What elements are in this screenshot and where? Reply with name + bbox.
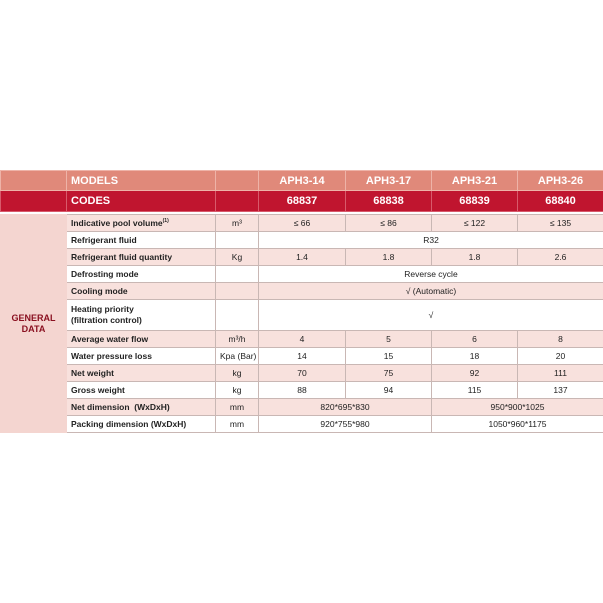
row-name: Refrigerant fluid quantity <box>66 248 216 266</box>
cell: 14 <box>258 347 346 365</box>
cell: 70 <box>258 364 346 382</box>
blank-cell <box>215 190 259 212</box>
cell: ≤ 66 <box>258 214 346 232</box>
cell: 4 <box>258 330 346 348</box>
model: APH3-21 <box>431 170 518 191</box>
row-unit: mm <box>215 415 259 433</box>
code: 68839 <box>431 190 518 212</box>
table-row: GENERAL DATA Indicative pool volume(1) m… <box>0 214 603 433</box>
row-name: Heating priority (filtration control) <box>66 299 216 331</box>
code: 68840 <box>517 190 603 212</box>
cell: 111 <box>517 364 603 382</box>
table-row: Gross weight kg 88 94 115 137 <box>1 381 603 399</box>
models-row: MODELS APH3-14 APH3-17 APH3-21 APH3-26 <box>0 170 603 191</box>
model: APH3-14 <box>258 170 346 191</box>
row-unit <box>215 265 259 283</box>
section-label: GENERAL DATA <box>0 214 67 433</box>
blank-cell <box>215 170 259 191</box>
row-name: Indicative pool volume(1) <box>66 214 216 232</box>
cell: 820*695*830 <box>258 398 432 416</box>
table-row: Refrigerant fluid R32 <box>1 231 603 249</box>
row-name: Packing dimension (WxDxH) <box>66 415 216 433</box>
cell: 950*900*1025 <box>431 398 603 416</box>
table-row: Defrosting mode Reverse cycle <box>1 265 603 283</box>
model: APH3-17 <box>345 170 432 191</box>
cell: 1.4 <box>258 248 346 266</box>
blank-cell <box>0 190 67 212</box>
row-name: Refrigerant fluid <box>66 231 216 249</box>
cell: R32 <box>258 231 603 249</box>
cell: 137 <box>517 381 603 399</box>
table-row: Refrigerant fluid quantity Kg 1.4 1.8 1.… <box>1 248 603 266</box>
row-unit: m³ <box>215 214 259 232</box>
codes-label: CODES <box>66 190 216 212</box>
blank-cell <box>0 170 67 191</box>
table-row: Net weight kg 70 75 92 111 <box>1 364 603 382</box>
table-row: Packing dimension (WxDxH) mm 920*755*980… <box>1 415 603 433</box>
table-row: Average water flow m³/h 4 5 6 8 <box>1 330 603 348</box>
code: 68837 <box>258 190 346 212</box>
row-name: Defrosting mode <box>66 265 216 283</box>
cell: 1050*960*1175 <box>431 415 603 433</box>
row-unit: kg <box>215 381 259 399</box>
cell: 75 <box>345 364 432 382</box>
cell: Reverse cycle <box>258 265 603 283</box>
cell: √ (Automatic) <box>258 282 603 300</box>
table-row: Net dimension (WxDxH) mm 820*695*830 950… <box>1 398 603 416</box>
row-name: Net dimension (WxDxH) <box>66 398 216 416</box>
cell: 94 <box>345 381 432 399</box>
cell: √ <box>258 299 603 331</box>
cell: 5 <box>345 330 432 348</box>
cell: 6 <box>431 330 518 348</box>
cell: 8 <box>517 330 603 348</box>
row-name: Cooling mode <box>66 282 216 300</box>
table-row: Water pressure loss Kpa (Bar) 14 15 18 2… <box>1 347 603 365</box>
row-name: Water pressure loss <box>66 347 216 365</box>
model: APH3-26 <box>517 170 603 191</box>
row-name: Gross weight <box>66 381 216 399</box>
table-row: Heating priority (filtration control) √ <box>1 299 603 331</box>
cell: 92 <box>431 364 518 382</box>
cell: ≤ 135 <box>517 214 603 232</box>
cell: ≤ 122 <box>431 214 518 232</box>
cell: 18 <box>431 347 518 365</box>
row-unit <box>215 299 259 331</box>
cell: 1.8 <box>345 248 432 266</box>
row-unit: Kg <box>215 248 259 266</box>
row-name: Net weight <box>66 364 216 382</box>
row-unit <box>215 282 259 300</box>
cell: 15 <box>345 347 432 365</box>
code: 68838 <box>345 190 432 212</box>
cell: 1.8 <box>431 248 518 266</box>
table-row: Cooling mode √ (Automatic) <box>1 282 603 300</box>
row-unit: m³/h <box>215 330 259 348</box>
row-unit: mm <box>215 398 259 416</box>
row-name: Average water flow <box>66 330 216 348</box>
row-unit: kg <box>215 364 259 382</box>
spec-table: MODELS APH3-14 APH3-17 APH3-21 APH3-26 C… <box>0 170 603 433</box>
cell: ≤ 86 <box>345 214 432 232</box>
cell: 20 <box>517 347 603 365</box>
cell: 115 <box>431 381 518 399</box>
cell: 920*755*980 <box>258 415 432 433</box>
cell: 88 <box>258 381 346 399</box>
models-label: MODELS <box>66 170 216 191</box>
row-unit <box>215 231 259 249</box>
cell: 2.6 <box>517 248 603 266</box>
codes-row: CODES 68837 68838 68839 68840 <box>0 190 603 212</box>
row-unit: Kpa (Bar) <box>215 347 259 365</box>
